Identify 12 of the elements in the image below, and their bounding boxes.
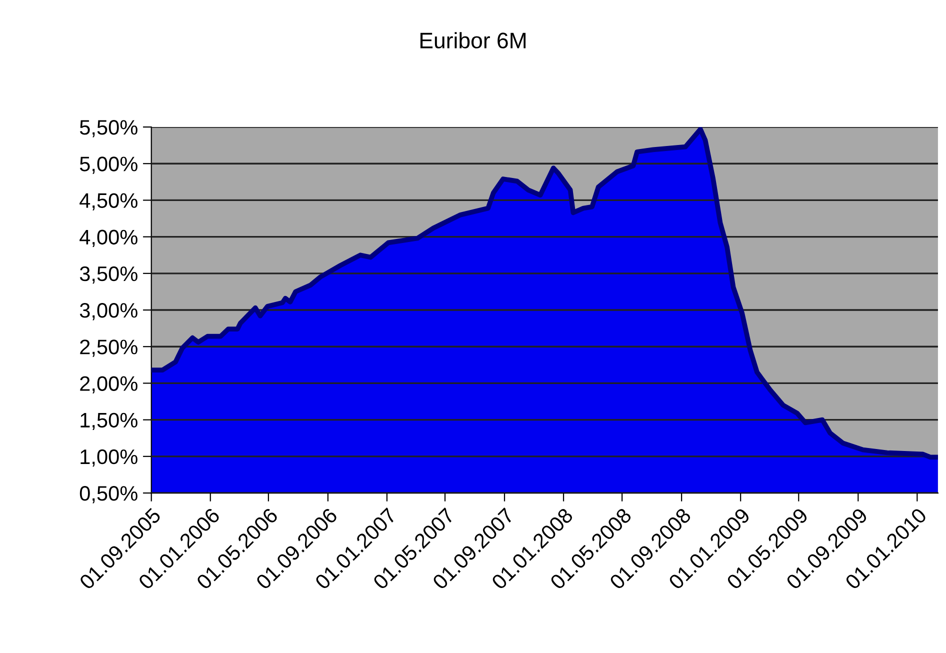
y-tick-label: 1,00% <box>80 449 138 467</box>
y-tick-label: 2,50% <box>80 340 138 357</box>
y-tick-label: 5,50% <box>80 120 138 138</box>
y-tick-label: 0,50% <box>80 486 138 504</box>
y-tick-label: 5,00% <box>80 156 138 174</box>
y-tick-label: 1,50% <box>80 412 138 430</box>
y-tick-label: 4,00% <box>80 230 138 248</box>
y-tick-label: 3,00% <box>80 303 138 320</box>
y-tick-label: 2,00% <box>80 376 138 394</box>
y-tick-label: 4,50% <box>80 193 138 210</box>
y-tick-label: 3,50% <box>80 266 138 284</box>
chart-title: Euribor 6M <box>420 32 526 48</box>
